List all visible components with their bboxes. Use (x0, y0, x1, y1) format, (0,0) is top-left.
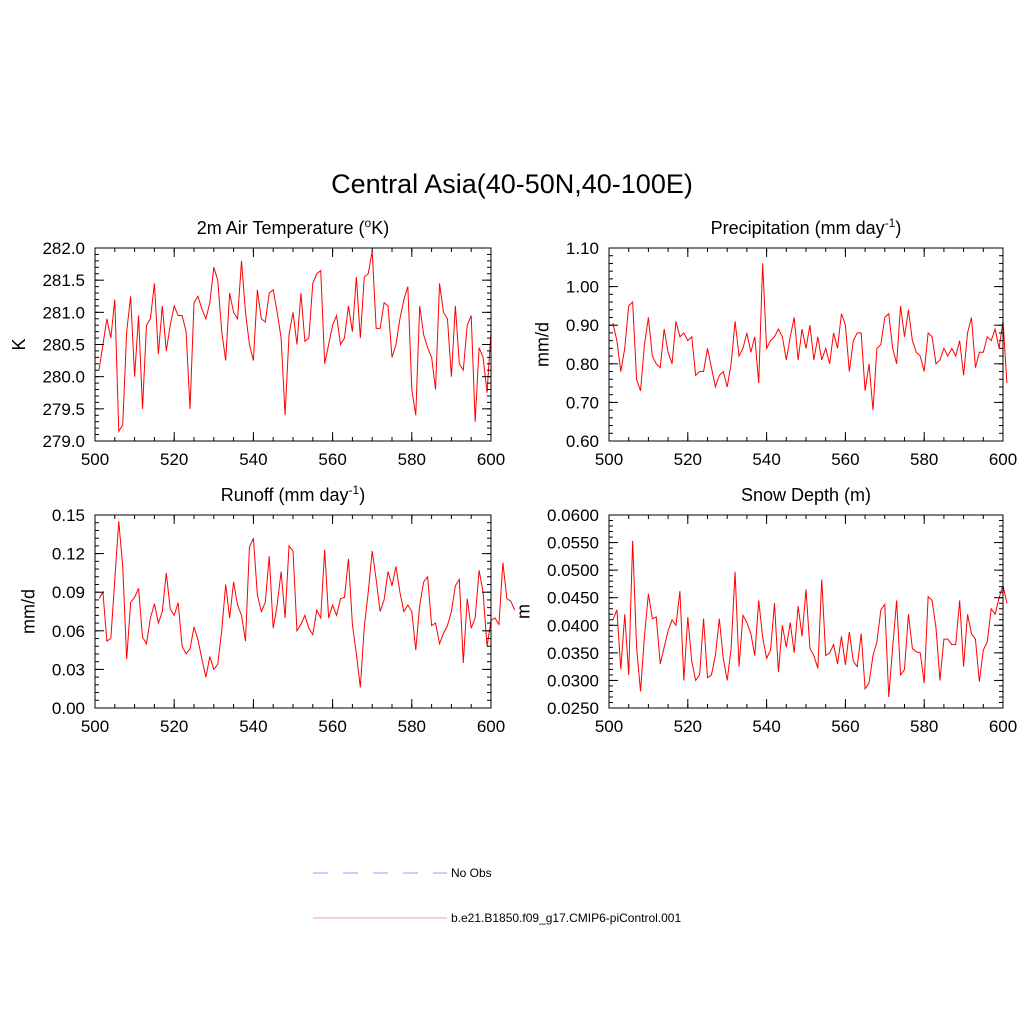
y-tick-label: 0.0550 (547, 534, 599, 553)
page-title: Central Asia(40-50N,40-100E) (331, 169, 693, 199)
y-tick-label: 0.09 (52, 583, 85, 602)
x-tick-label: 580 (398, 450, 426, 469)
legend-label-model: b.e21.B1850.f09_g17.CMIP6-piControl.001 (451, 911, 681, 925)
panel-title: Precipitation (mm day-1) (711, 216, 902, 238)
panel-title: Snow Depth (m) (741, 485, 871, 505)
x-tick-label: 500 (595, 450, 623, 469)
panel-2: 500 520 540 560 580 600 0.60 0.70 0.80 0.90 1.00 1.… (533, 216, 1018, 469)
x-tick-label: 520 (160, 717, 188, 736)
y-tick-label: 0.80 (566, 355, 599, 374)
y-axis-label: mm/d (533, 322, 553, 367)
y-tick-label: 0.15 (52, 506, 85, 525)
y-tick-label: 0.70 (566, 393, 599, 412)
y-tick-label: 280.5 (42, 336, 85, 355)
y-axis-label: mm/d (19, 589, 39, 634)
y-tick-label: 281.0 (42, 303, 85, 322)
y-tick-label: 281.5 (42, 271, 85, 290)
y-tick-label: 0.12 (52, 545, 85, 564)
x-tick-label: 600 (477, 450, 505, 469)
series-line-4-1 (612, 540, 1008, 698)
y-tick-label: 1.10 (566, 239, 599, 258)
legend-label-no-obs: No Obs (451, 866, 492, 880)
series-line-2-1 (612, 263, 1008, 411)
x-tick-label: 540 (752, 717, 780, 736)
y-tick-label: 0.0350 (547, 644, 599, 663)
y-tick-label: 0.0450 (547, 589, 599, 608)
y-tick-label: 0.06 (52, 622, 85, 641)
x-tick-label: 540 (752, 450, 780, 469)
x-tick-label: 540 (239, 450, 267, 469)
y-tick-label: 0.03 (52, 660, 85, 679)
plot-frame (608, 247, 1004, 442)
panel-1: 500 520 540 560 580 600 279.0 279.5 280.0 280.5 28… (9, 216, 505, 469)
plot-frame (94, 247, 492, 442)
y-tick-label: 0.00 (52, 699, 85, 718)
x-tick-label: 600 (477, 717, 505, 736)
x-tick-label: 520 (674, 717, 702, 736)
panel-4: 500 520 540 560 580 600 0.0250 0.0300 0.0350 0.04… (513, 485, 1017, 736)
x-tick-label: 500 (81, 717, 109, 736)
y-tick-label: 280.0 (42, 368, 85, 387)
x-tick-label: 540 (239, 717, 267, 736)
panel-title: 2m Air Temperature (oK) (197, 216, 389, 238)
x-tick-label: 560 (831, 450, 859, 469)
x-tick-label: 500 (81, 450, 109, 469)
x-tick-label: 600 (989, 450, 1017, 469)
legend: No Obs b.e21.B1850.f09_g17.CMIP6-piContr… (313, 866, 681, 925)
y-tick-label: 0.60 (566, 432, 599, 451)
y-tick-label: 282.0 (42, 239, 85, 258)
panel-title: Runoff (mm day-1) (221, 483, 365, 505)
x-tick-label: 500 (595, 717, 623, 736)
x-tick-label: 520 (160, 450, 188, 469)
x-tick-label: 560 (318, 450, 346, 469)
x-tick-label: 580 (910, 450, 938, 469)
plot-frame (608, 514, 1004, 709)
y-tick-label: 0.0600 (547, 506, 599, 525)
y-tick-label: 0.90 (566, 316, 599, 335)
y-tick-label: 0.0500 (547, 561, 599, 580)
x-tick-label: 520 (674, 450, 702, 469)
series-line-1-1 (98, 251, 492, 434)
panel-3: 500 520 540 560 580 600 0.00 0.03 0.06 0.09 0.12 0.… (19, 483, 516, 736)
series-line-3-1 (98, 521, 516, 688)
y-tick-label: 0.0300 (547, 671, 599, 690)
y-tick-label: 0.0400 (547, 616, 599, 635)
x-tick-label: 600 (989, 717, 1017, 736)
plot-frame (94, 514, 492, 709)
y-tick-label: 279.0 (42, 432, 85, 451)
x-tick-label: 560 (831, 717, 859, 736)
y-axis-label: m (513, 604, 533, 619)
y-tick-label: 1.00 (566, 278, 599, 297)
x-tick-label: 560 (318, 717, 346, 736)
x-tick-label: 580 (910, 717, 938, 736)
y-tick-label: 0.0250 (547, 699, 599, 718)
y-axis-label: K (9, 338, 29, 350)
y-tick-label: 279.5 (42, 400, 85, 419)
x-tick-label: 580 (398, 717, 426, 736)
